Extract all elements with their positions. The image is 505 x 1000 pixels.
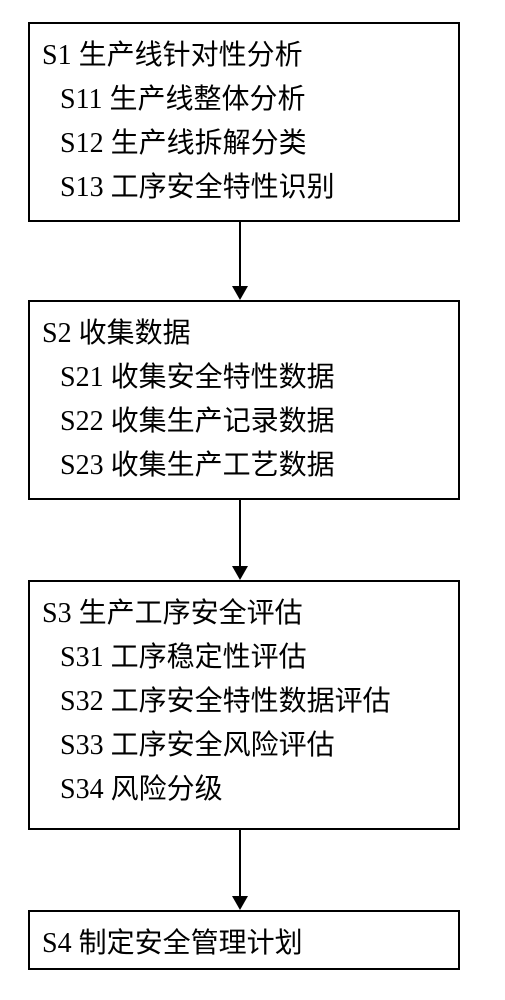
sub-label: 风险分级 xyxy=(111,768,223,812)
box-header: S2 收集数据 xyxy=(42,312,446,356)
sub-item: S12 生产线拆解分类 xyxy=(42,122,446,166)
box-header: S1 生产线针对性分析 xyxy=(42,34,446,78)
flow-box-s4: S4 制定安全管理计划 xyxy=(28,910,460,970)
sub-item: S32 工序安全特性数据评估 xyxy=(42,680,446,724)
box-header: S3 生产工序安全评估 xyxy=(42,592,446,636)
sub-item: S11 生产线整体分析 xyxy=(42,78,446,122)
sub-code: S31 xyxy=(60,636,104,680)
sub-label: 收集生产记录数据 xyxy=(111,400,335,444)
arrow-down-icon xyxy=(232,896,248,910)
header-code: S4 xyxy=(42,922,72,966)
sub-code: S32 xyxy=(60,680,104,724)
sub-item: S31 工序稳定性评估 xyxy=(42,636,446,680)
arrow-stem xyxy=(239,500,241,566)
sub-item: S13 工序安全特性识别 xyxy=(42,166,446,210)
sub-item: S23 收集生产工艺数据 xyxy=(42,444,446,488)
sub-item: S33 工序安全风险评估 xyxy=(42,724,446,768)
sub-label: 工序安全风险评估 xyxy=(111,724,335,768)
header-label: 收集数据 xyxy=(79,312,191,356)
header-label: 生产工序安全评估 xyxy=(79,592,303,636)
sub-code: S12 xyxy=(60,122,104,166)
header-code: S3 xyxy=(42,592,72,636)
sub-label: 生产线整体分析 xyxy=(110,78,306,122)
arrow-stem xyxy=(239,222,241,286)
sub-code: S34 xyxy=(60,768,104,812)
sub-label: 工序稳定性评估 xyxy=(111,636,307,680)
sub-label: 工序安全特性数据评估 xyxy=(111,680,391,724)
flow-box-s1: S1 生产线针对性分析 S11 生产线整体分析 S12 生产线拆解分类 S13 … xyxy=(28,22,460,222)
header-code: S2 xyxy=(42,312,72,356)
arrow-down-icon xyxy=(232,566,248,580)
sub-code: S33 xyxy=(60,724,104,768)
arrow-down-icon xyxy=(232,286,248,300)
sub-code: S21 xyxy=(60,356,104,400)
flow-box-s2: S2 收集数据 S21 收集安全特性数据 S22 收集生产记录数据 S23 收集… xyxy=(28,300,460,500)
box-header: S4 制定安全管理计划 xyxy=(42,922,446,966)
sub-item: S21 收集安全特性数据 xyxy=(42,356,446,400)
sub-item: S34 风险分级 xyxy=(42,768,446,812)
flow-box-s3: S3 生产工序安全评估 S31 工序稳定性评估 S32 工序安全特性数据评估 S… xyxy=(28,580,460,830)
header-label: 制定安全管理计划 xyxy=(79,922,303,966)
flowchart-canvas: S1 生产线针对性分析 S11 生产线整体分析 S12 生产线拆解分类 S13 … xyxy=(0,0,505,1000)
header-label: 生产线针对性分析 xyxy=(79,34,303,78)
sub-label: 收集安全特性数据 xyxy=(111,356,335,400)
arrow-stem xyxy=(239,830,241,896)
sub-label: 生产线拆解分类 xyxy=(111,122,307,166)
sub-code: S11 xyxy=(60,78,103,122)
sub-code: S22 xyxy=(60,400,104,444)
sub-code: S13 xyxy=(60,166,104,210)
sub-label: 工序安全特性识别 xyxy=(111,166,335,210)
sub-code: S23 xyxy=(60,444,104,488)
sub-label: 收集生产工艺数据 xyxy=(111,444,335,488)
header-code: S1 xyxy=(42,34,72,78)
sub-item: S22 收集生产记录数据 xyxy=(42,400,446,444)
